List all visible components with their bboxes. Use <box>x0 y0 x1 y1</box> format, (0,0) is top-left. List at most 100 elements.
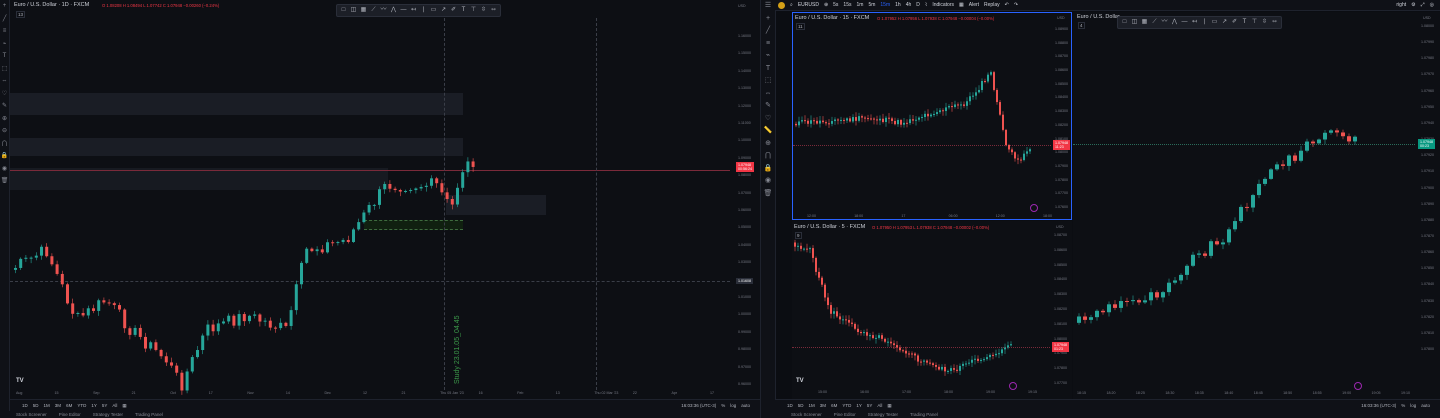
templates-icon[interactable]: ▦ <box>959 2 964 8</box>
percent-toggle[interactable]: % <box>721 403 726 408</box>
magnet-icon[interactable]: ⋂ <box>765 152 771 159</box>
heart-icon[interactable]: ♡ <box>1 90 8 97</box>
log-toggle[interactable]: log <box>730 403 737 408</box>
vline-icon[interactable]: ∣ <box>1203 19 1206 25</box>
indicators-button[interactable]: Indicators <box>932 2 955 8</box>
tab-trading-panel[interactable]: Trading Panel <box>134 412 163 417</box>
date-range-icon[interactable]: ⇿ <box>1271 19 1278 25</box>
measure-icon[interactable]: ⇔ <box>1 78 8 84</box>
alert-button[interactable]: Alert <box>968 2 980 8</box>
tab-pine-editor[interactable]: Pine Editor <box>833 412 856 417</box>
search-icon[interactable]: ⌕ <box>790 2 793 8</box>
date-range-icon[interactable]: ⇿ <box>490 7 497 13</box>
interval-d[interactable]: D <box>916 2 920 8</box>
chart-15m-indicator-badge[interactable]: 11 <box>796 23 805 30</box>
chart-1m-indicator-badge[interactable]: 4 <box>1078 22 1085 29</box>
add-symbol-icon[interactable]: ⊕ <box>823 2 829 8</box>
measure-icon[interactable]: ⇔ <box>764 89 772 97</box>
tab-stock-screener[interactable]: Stock Screener <box>791 412 822 417</box>
lock-icon[interactable]: 🔒 <box>0 153 9 159</box>
clock[interactable]: 16:03:36 (UTC-3) <box>681 403 717 408</box>
crosshair-icon[interactable]: + <box>765 14 771 22</box>
rect-fill-icon[interactable]: ◫ <box>1131 19 1138 25</box>
chart-15m-panel[interactable]: Euro / U.S. Dollar · 15 · FXCM O 1.07952… <box>792 12 1072 220</box>
log-toggle[interactable]: log <box>1410 403 1417 408</box>
polyline-icon[interactable]: ⋀ <box>391 7 396 13</box>
rect-icon[interactable]: □ <box>1122 19 1127 25</box>
layout-select[interactable]: right <box>1396 2 1407 8</box>
demand-zone[interactable] <box>446 195 546 215</box>
chart-1m-panel[interactable]: Euro / U.S. Dollar 4 □ ◫ ▦ ⟋ 〰 ⋀ — ↤ ∣ ▭… <box>1073 12 1440 399</box>
heart-icon[interactable]: ♡ <box>764 114 772 122</box>
zoom-out-icon[interactable]: ⊖ <box>1 128 8 134</box>
fib-icon[interactable]: ≡ <box>765 39 771 47</box>
magnet-icon[interactable]: ⋂ <box>2 140 7 147</box>
menu-icon[interactable]: ☰ <box>764 2 772 9</box>
lock-icon[interactable]: 🔒 <box>763 164 773 172</box>
trash-icon[interactable]: 🗑 <box>763 189 773 197</box>
interval-15m[interactable]: 15m <box>880 2 891 8</box>
supply-zone[interactable] <box>10 93 463 115</box>
trash-icon[interactable]: 🗑 <box>0 178 9 184</box>
demand-zone[interactable] <box>10 168 388 190</box>
interval-5m[interactable]: 5m <box>868 2 876 8</box>
replay-button[interactable]: Replay <box>984 2 1000 8</box>
timeframe-3m[interactable]: 3M <box>819 403 827 408</box>
zoom-in-icon[interactable]: ⊕ <box>765 139 771 147</box>
tab-pine-editor[interactable]: Pine Editor <box>58 412 81 417</box>
arrow-icon[interactable]: ↗ <box>1221 19 1228 25</box>
shapes-icon[interactable]: ⬚ <box>1 65 8 72</box>
price-range-icon[interactable]: ⇳ <box>480 7 487 13</box>
left-chart-panel[interactable]: Euro / U.S. Dollar · 1D · FXCM O 1.08208… <box>10 0 760 399</box>
grid-icon[interactable]: ▦ <box>360 7 367 13</box>
vline-icon[interactable]: ∣ <box>422 7 425 13</box>
settings-icon[interactable]: ⚙ <box>1411 2 1416 8</box>
calendar-icon[interactable]: ▦ <box>122 402 127 408</box>
interval-15s[interactable]: 15s <box>843 2 852 8</box>
chart-type-icon[interactable]: ⌇ <box>924 2 928 8</box>
timeframe-5d[interactable]: 5D <box>797 403 804 408</box>
left-drawing-floatbar[interactable]: □ ◫ ▦ ⟋ 〰 ⋀ — ↤ ∣ ▭ ↗ ✐ T ⊤ ⇳ ⇿ <box>336 4 501 17</box>
right-drawing-floatbar[interactable]: □ ◫ ▦ ⟋ 〰 ⋀ — ↤ ∣ ▭ ↗ ✐ T ⊤ ⇳ ⇿ <box>1117 16 1282 29</box>
chart-5m-title[interactable]: Euro / U.S. Dollar · 5 · FXCM <box>794 224 866 230</box>
chart-5m-panel[interactable]: Euro / U.S. Dollar · 5 · FXCM O 1.07950 … <box>792 221 1072 399</box>
callout-icon[interactable]: ⊤ <box>470 7 477 13</box>
timeframe-1d[interactable]: 1D <box>22 403 28 408</box>
left-chart-indicator-badge[interactable]: 13 <box>16 11 26 18</box>
timeframe-6m[interactable]: 6M <box>66 403 73 408</box>
calendar-icon[interactable]: ▦ <box>887 402 892 408</box>
timeframe-1m[interactable]: 1M <box>808 403 815 408</box>
trendline-icon[interactable]: ╱ <box>765 27 771 34</box>
polyline-icon[interactable]: ⋀ <box>1172 19 1177 25</box>
brush-icon[interactable]: 〰 <box>380 7 387 13</box>
pattern-icon[interactable]: ⌁ <box>2 40 7 47</box>
note-icon[interactable]: ▭ <box>430 7 437 13</box>
clock[interactable]: 16:03:36 (UTC-3) <box>1361 403 1397 408</box>
text-icon[interactable]: T <box>765 64 771 72</box>
auto-toggle[interactable]: auto <box>1421 403 1430 408</box>
ray-icon[interactable]: ↤ <box>410 7 417 13</box>
supply-zone[interactable] <box>10 138 463 156</box>
pen-icon[interactable]: ✐ <box>1231 19 1238 25</box>
avatar[interactable] <box>778 1 785 9</box>
timeframe-5y[interactable]: 5Y <box>866 403 873 408</box>
auto-toggle[interactable]: auto <box>741 403 750 408</box>
replay-marker-icon[interactable] <box>1030 204 1038 212</box>
text-tool-icon[interactable]: T <box>461 7 466 13</box>
timeframe-1y[interactable]: 1Y <box>856 403 862 408</box>
timeframe-5d[interactable]: 5D <box>32 403 39 408</box>
fib-icon[interactable]: ≡ <box>2 28 7 34</box>
crosshair-icon[interactable]: + <box>2 3 7 9</box>
zoom-in-icon[interactable]: ⊕ <box>1 115 8 122</box>
undo-icon[interactable]: ↶ <box>1004 2 1009 8</box>
pattern-icon[interactable]: ⌁ <box>765 52 771 59</box>
tab-trading-panel[interactable]: Trading Panel <box>909 412 938 417</box>
tab-strategy-tester[interactable]: Strategy Tester <box>867 412 898 417</box>
timeframe-all[interactable]: All <box>877 403 883 408</box>
text-icon[interactable]: T <box>2 53 7 59</box>
grid-icon[interactable]: ▦ <box>1141 19 1148 25</box>
replay-marker-icon[interactable] <box>1354 382 1362 390</box>
timeframe-1m[interactable]: 1M <box>43 403 50 408</box>
timeframe-3m[interactable]: 3M <box>54 403 62 408</box>
symbol-search[interactable]: EURUSD <box>797 2 819 8</box>
